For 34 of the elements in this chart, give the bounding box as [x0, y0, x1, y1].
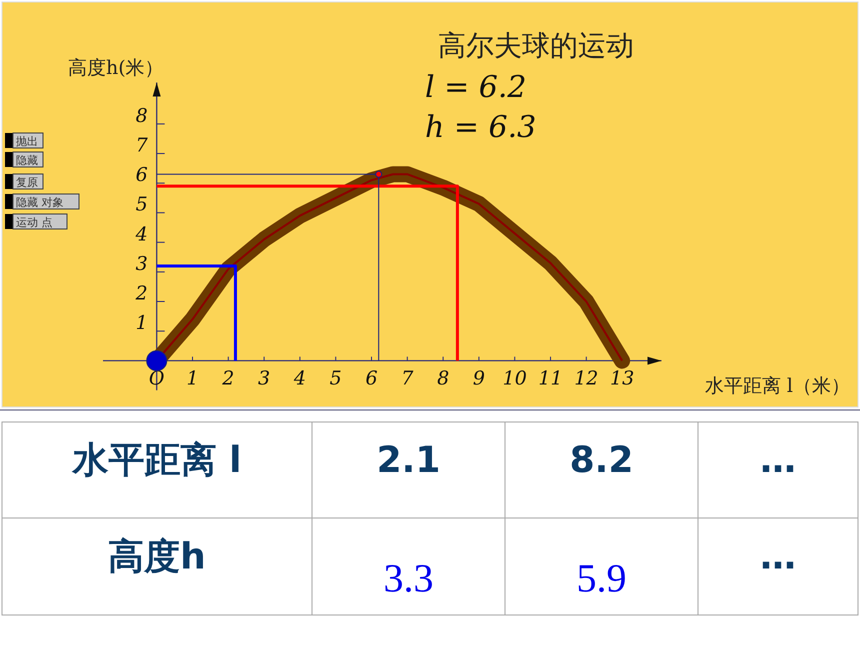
y-tick-label: 6	[136, 164, 148, 186]
text: 高度h	[108, 536, 206, 578]
x-tick-label: 10	[502, 368, 527, 390]
x-tick-label: 9	[472, 368, 485, 390]
y-tick-label: 5	[136, 194, 148, 216]
annotation: h = 6.3	[425, 110, 536, 145]
text: 8.2	[570, 440, 634, 481]
x-tick-label: 7	[401, 368, 414, 390]
text: 水平距离 l	[72, 440, 242, 481]
text: …	[760, 440, 796, 481]
text: …	[760, 536, 796, 578]
y-tick-label: 2	[134, 282, 148, 305]
y-tick-label: 3	[136, 252, 148, 275]
y-tick-label: 4	[134, 223, 148, 246]
x-tick-label: 6	[365, 368, 378, 390]
x-tick-label: 4	[292, 368, 306, 390]
y-tick-label: 8	[136, 104, 148, 127]
x-tick-label: 5	[330, 368, 342, 390]
y-tick-label: 7	[136, 134, 149, 157]
x-tick-label: 2	[221, 368, 234, 390]
text: 3.3	[384, 556, 434, 600]
text: 2.1	[376, 440, 440, 481]
x-tick-label: 11	[538, 368, 563, 390]
x-tick-label: 12	[574, 368, 598, 390]
x-tick-label: 13	[610, 368, 634, 390]
chart-title: 高尔夫球的运动	[438, 29, 634, 62]
y-tick-label: 1	[136, 312, 148, 334]
x-tick-label: 8	[437, 368, 450, 390]
x-axis-title: 水平距离 l（米）	[704, 375, 850, 397]
x-tick-label: 3	[258, 368, 270, 390]
text: 5.9	[576, 556, 626, 600]
y-axis-title: 高度h(米）	[68, 57, 164, 79]
annotation: l = 6.2	[425, 70, 527, 105]
x-tick-label: 1	[186, 368, 199, 390]
